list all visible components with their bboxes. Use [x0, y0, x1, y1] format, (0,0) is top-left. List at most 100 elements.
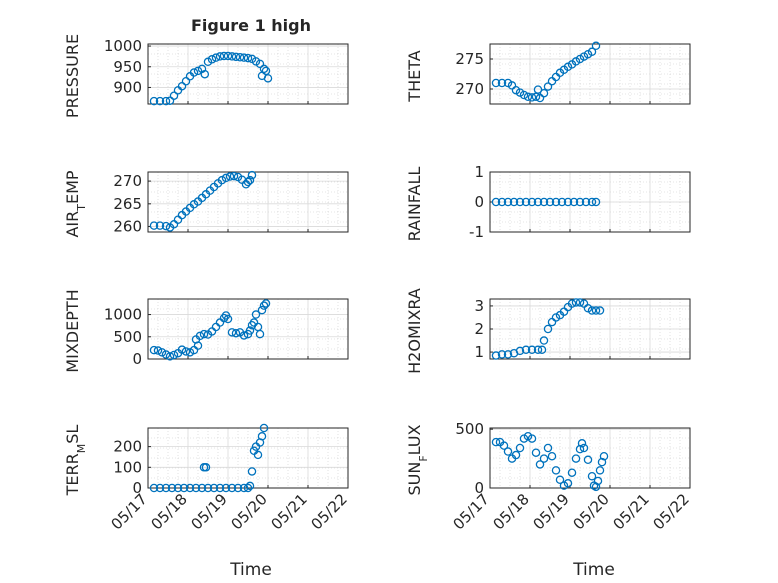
- data-point: [243, 53, 253, 63]
- y-tick-label: 275: [455, 50, 484, 68]
- data-point: [161, 483, 171, 493]
- data-point: [521, 345, 531, 355]
- data-point: [527, 197, 537, 207]
- data-point: [515, 197, 525, 207]
- data-point: [509, 197, 519, 207]
- y-tick-label: 500: [113, 328, 142, 346]
- data-point: [543, 443, 553, 453]
- data-point: [527, 93, 537, 102]
- data-point: [153, 346, 163, 355]
- data-point: [243, 483, 253, 493]
- y-tick-label: 500: [455, 420, 484, 438]
- data-point: [491, 78, 501, 88]
- data-point: [497, 78, 507, 88]
- panel-mixdepth: 0 500 1000 MIXDEPTH: [63, 289, 349, 373]
- data-point: [173, 483, 183, 493]
- y-tick-label: 260: [113, 218, 142, 236]
- data-point: [261, 66, 271, 76]
- y-axis-label: SUNFLUX: [405, 424, 430, 495]
- data-point: [245, 481, 255, 491]
- y-tick-label: 1: [474, 163, 484, 181]
- y-tick-label: 1000: [104, 37, 142, 55]
- data-point: [263, 74, 273, 83]
- data-point: [179, 483, 189, 493]
- data-point: [251, 310, 261, 319]
- data-point: [575, 298, 585, 307]
- data-point: [569, 197, 579, 207]
- data-point: [149, 345, 159, 355]
- data-point: [197, 483, 207, 493]
- data-point: [227, 52, 237, 61]
- y-tick-label: 100: [113, 458, 142, 476]
- panel-h2omixra: 1 2 3 H2OMIXRA: [405, 288, 691, 374]
- x-tick-label: 05/17: [108, 490, 151, 533]
- y-axis-label: H2OMIXRA: [405, 288, 424, 374]
- data-point: [551, 197, 561, 207]
- y-tick-label: 3: [474, 297, 484, 315]
- data-point: [231, 328, 241, 338]
- x-tick-label: 05/20: [570, 490, 613, 533]
- data-point: [165, 352, 175, 361]
- data-point: [177, 345, 187, 354]
- data-point: [207, 55, 217, 64]
- data-point: [571, 298, 581, 307]
- data-point: [253, 450, 263, 460]
- data-point: [177, 81, 187, 91]
- data-point: [497, 350, 507, 359]
- data-point: [211, 53, 221, 62]
- data-point: [511, 450, 521, 460]
- data-point: [599, 451, 609, 461]
- data-point: [211, 322, 221, 332]
- data-point: [245, 326, 255, 335]
- data-point: [503, 447, 513, 456]
- panel-air-temp: 260 265 270 AIRTEMP: [63, 170, 349, 238]
- data-point: [233, 483, 243, 493]
- data-point: [575, 197, 585, 207]
- x-tick-label: 05/17: [450, 490, 493, 533]
- x-tick-label: 05/18: [148, 490, 191, 533]
- data-point: [201, 463, 211, 472]
- data-point: [591, 482, 601, 492]
- data-point: [583, 455, 593, 465]
- data-point: [539, 454, 549, 463]
- data-point: [155, 96, 165, 106]
- data-point: [545, 197, 555, 207]
- y-tick-label: -1: [469, 223, 484, 241]
- data-point: [543, 82, 553, 91]
- data-point: [503, 197, 513, 207]
- data-point: [593, 476, 603, 486]
- data-point: [161, 350, 171, 359]
- y-tick-label: 1: [474, 343, 484, 361]
- data-point: [169, 350, 179, 360]
- y-tick-label: 0: [474, 479, 484, 497]
- data-point: [181, 76, 191, 86]
- data-point: [539, 88, 549, 98]
- data-point: [521, 197, 531, 207]
- x-axis-label-left: Time: [229, 560, 272, 580]
- data-point: [161, 221, 171, 231]
- data-point: [595, 306, 605, 315]
- data-point: [261, 299, 271, 308]
- y-tick-label: 0: [132, 350, 142, 368]
- data-point: [247, 467, 257, 476]
- data-point: [203, 483, 213, 493]
- data-point: [497, 197, 507, 207]
- y-tick-label: 0: [474, 193, 484, 211]
- data-point: [221, 483, 231, 493]
- data-point: [215, 483, 225, 493]
- x-tick-label: 05/18: [490, 490, 533, 533]
- y-axis-label: THETA: [405, 50, 424, 102]
- y-tick-label: 2: [474, 320, 484, 338]
- data-point: [193, 341, 203, 350]
- data-point: [149, 96, 159, 106]
- data-point: [533, 85, 543, 94]
- data-point: [539, 336, 549, 345]
- data-point: [219, 51, 229, 61]
- data-point: [499, 441, 509, 450]
- data-point: [257, 432, 267, 441]
- data-point: [547, 451, 557, 461]
- data-point: [247, 170, 257, 180]
- data-point: [255, 329, 265, 339]
- data-point: [577, 439, 587, 448]
